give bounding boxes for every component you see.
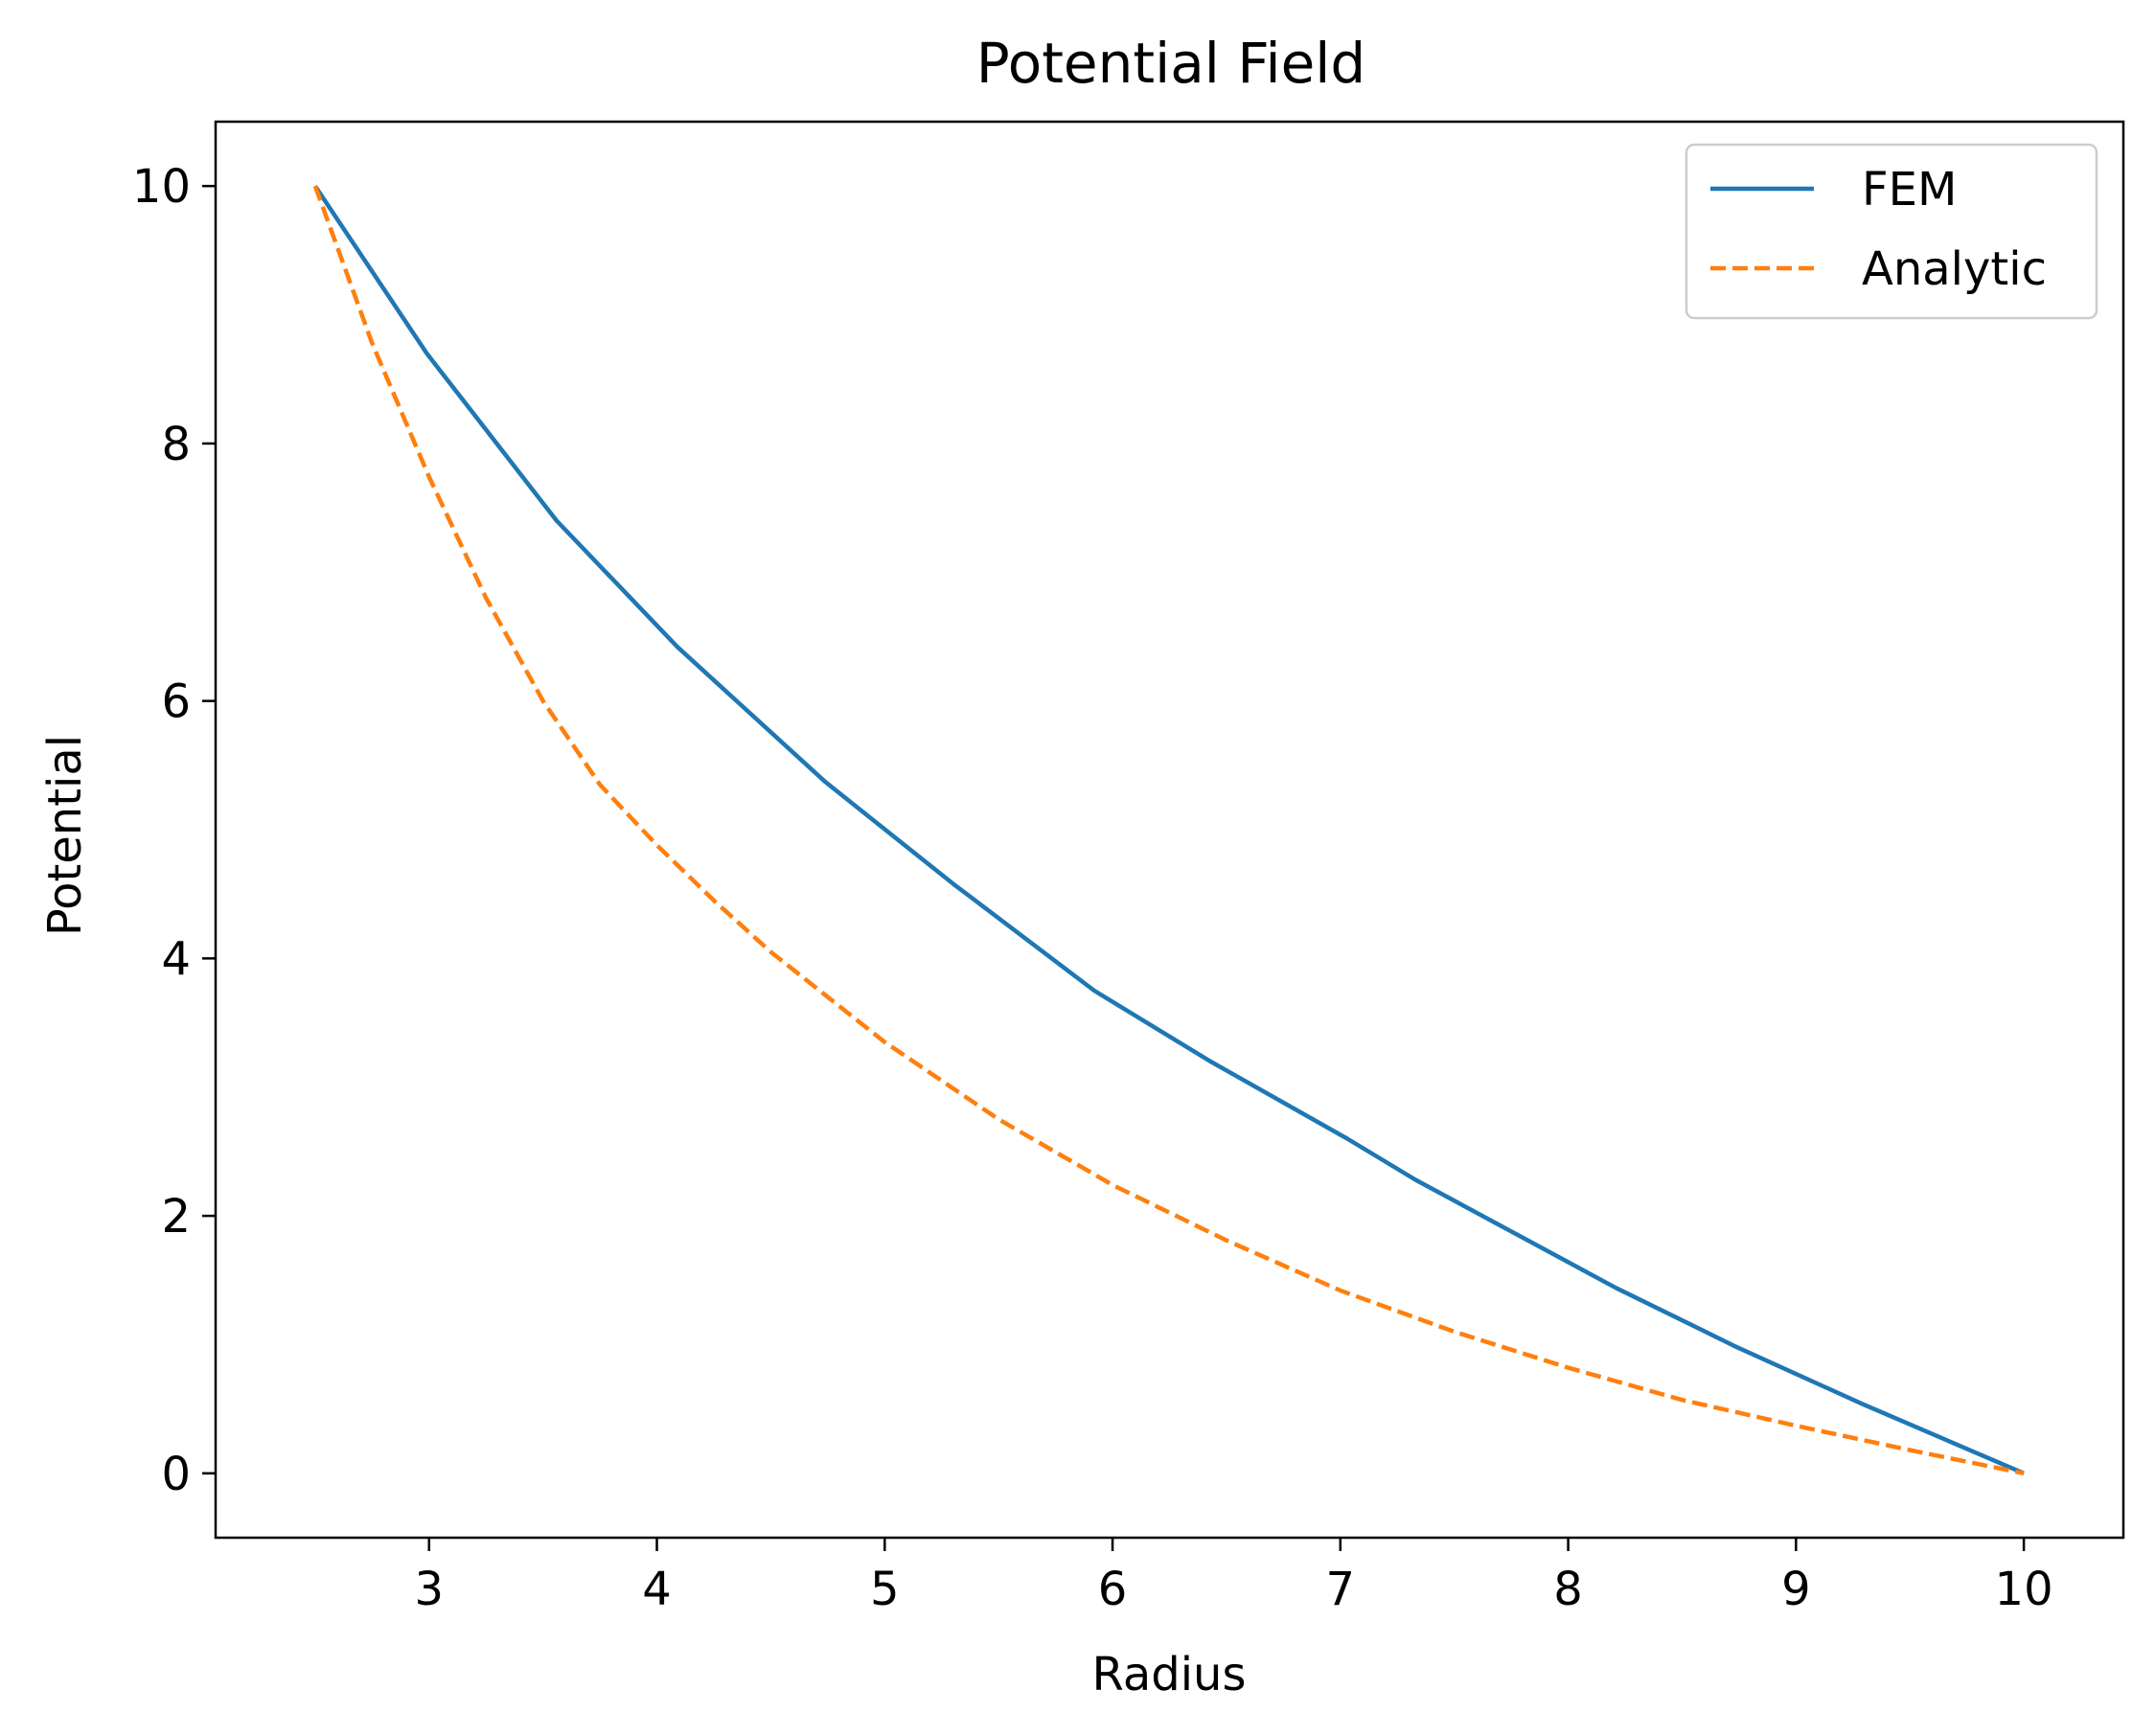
- y-tick-label: 2: [161, 1190, 191, 1244]
- legend-label-fem: FEM: [1862, 163, 1957, 217]
- y-axis-label: Potential: [38, 735, 92, 936]
- x-tick-label: 9: [1781, 1563, 1811, 1616]
- y-axis: 0 2 4 6 8 10: [132, 160, 216, 1501]
- x-axis: 3 4 5 6 7 8 9 10: [415, 1538, 2053, 1616]
- y-tick-label: 6: [161, 675, 191, 729]
- x-axis-label: Radius: [1092, 1648, 1247, 1702]
- plot-area: [214, 120, 2125, 1540]
- x-tick-label: 7: [1326, 1563, 1356, 1616]
- x-tick-label: 8: [1553, 1563, 1583, 1616]
- legend-label-analytic: Analytic: [1862, 242, 2047, 296]
- y-tick-label: 0: [161, 1448, 191, 1501]
- x-tick-label: 5: [870, 1563, 900, 1616]
- x-tick-label: 10: [1995, 1563, 2053, 1616]
- legend: FEM Analytic: [1685, 143, 2098, 320]
- x-tick-label: 6: [1098, 1563, 1128, 1616]
- chart-title: Potential Field: [976, 31, 1365, 96]
- series-line-analytic: [312, 185, 2025, 1476]
- y-tick-label: 10: [132, 160, 191, 214]
- x-tick-label: 3: [415, 1563, 445, 1616]
- plot-frame: [214, 120, 2125, 1540]
- y-tick-label: 4: [161, 932, 191, 986]
- x-tick-label: 4: [642, 1563, 672, 1616]
- series-line-fem: [313, 184, 2025, 1475]
- y-tick-label: 8: [161, 418, 191, 471]
- series-layer: [312, 184, 2025, 1476]
